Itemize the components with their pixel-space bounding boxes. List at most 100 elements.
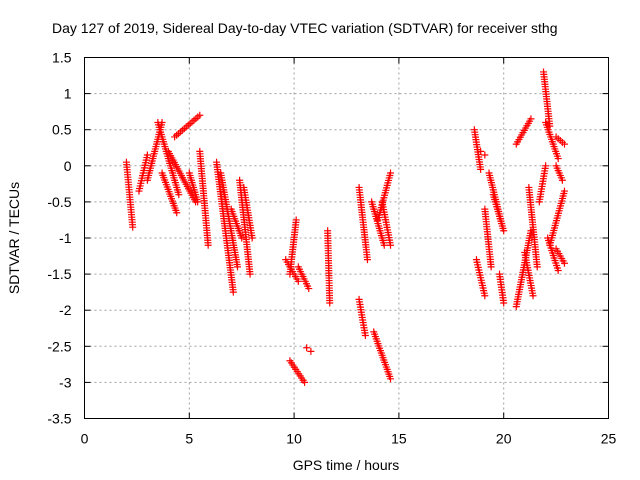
data-point [560,187,568,195]
chart-title: Day 127 of 2019, Sidereal Day-to-day VTE… [52,20,558,36]
x-tick-label: 25 [601,431,617,447]
series-arc40 [542,118,562,163]
data-point [481,151,489,159]
y-tick-label: -2 [59,302,72,318]
series-arc28 [472,256,489,300]
data-point [554,266,562,274]
y-tick-labels: -3.5 -3 -2.5 -2 -1.5 -1 -0.5 0 0.5 1 1.5 [47,50,71,427]
series-arc14 [240,183,256,242]
series-arc16 [286,216,300,278]
series-arc26 [378,198,395,249]
series-arc29 [477,147,489,159]
x-tick-label: 10 [286,431,302,447]
data-point [229,288,237,296]
series-arc27 [470,126,485,173]
series-arc22 [355,295,369,339]
data-point [527,115,535,123]
series-arc43 [552,162,566,184]
y-tick-label: 1.5 [52,50,72,66]
data-point [305,285,313,293]
x-tick-labels: 0 5 10 15 20 25 [81,431,617,447]
series-arc8 [185,169,202,206]
series-arc18 [294,263,313,293]
plot-frame [84,57,609,419]
data-point [529,292,537,300]
data-point [173,209,181,217]
data-point [196,111,204,119]
x-tick-label: 15 [391,431,407,447]
data-point [380,241,388,249]
x-axis-title: GPS time / hours [293,457,400,473]
series-arc17 [286,357,309,386]
data-point [560,140,568,148]
data-point [560,259,568,267]
series-arc30 [481,205,495,271]
y-tick-label: -3.5 [47,411,71,427]
series-arc23 [368,198,388,249]
data-point [533,263,541,271]
data-point [301,378,309,386]
x-tick-label: 20 [496,431,512,447]
series-arc2 [135,151,151,195]
data-point [387,375,395,383]
series-arc44 [552,245,568,267]
series-arc20 [324,227,334,307]
data-point [175,191,183,199]
y-tick-label: 0 [64,158,72,174]
series-arc1 [122,158,137,231]
data-points [122,68,568,386]
y-tick-label: -1 [59,230,72,246]
y-tick-label: -0.5 [47,194,71,210]
data-point [361,331,369,339]
series-arc37 [525,183,541,271]
y-tick-label: -1.5 [47,266,71,282]
y-tick-label: -3 [59,374,72,390]
data-point [481,292,489,300]
data-point [129,223,137,231]
data-point [500,227,508,235]
series-arc32 [489,191,508,235]
data-point [554,155,562,163]
data-point [238,234,246,242]
y-axis-title: SDTVAR / TECUs [6,182,22,294]
series-arc38 [535,162,550,206]
series-arc5 [158,169,181,217]
y-tick-label: 1 [64,86,72,102]
data-point [542,162,550,170]
series-arc21 [355,183,371,264]
series-arc42 [546,187,568,249]
data-point [303,344,311,352]
y-tick-label: 0.5 [52,122,72,138]
data-point [307,347,315,355]
series-arc6 [164,147,200,206]
x-tick-label: 0 [81,431,89,447]
series-arc24 [370,328,395,383]
data-point [477,147,485,155]
data-point [326,299,334,307]
series-arc39 [540,68,554,130]
series-arc12 [227,205,246,242]
series-arc19 [303,344,315,355]
series-arc25 [374,169,395,224]
data-point [477,165,485,173]
data-point [387,241,395,249]
data-point [143,151,151,159]
x-tick-label: 5 [185,431,193,447]
data-point [500,299,508,307]
data-point [234,263,242,271]
data-point [294,277,302,285]
data-point [558,176,566,184]
data-point [248,234,256,242]
series-arc9 [196,147,212,249]
series-arc45 [552,133,568,148]
data-point [387,169,395,177]
data-point [292,216,300,224]
series-arc35 [512,115,535,148]
data-point [194,198,202,206]
grid-lines [84,57,609,419]
y-tick-label: -2.5 [47,338,71,354]
series-arc10 [213,158,237,296]
data-point [363,256,371,264]
data-point [246,270,254,278]
